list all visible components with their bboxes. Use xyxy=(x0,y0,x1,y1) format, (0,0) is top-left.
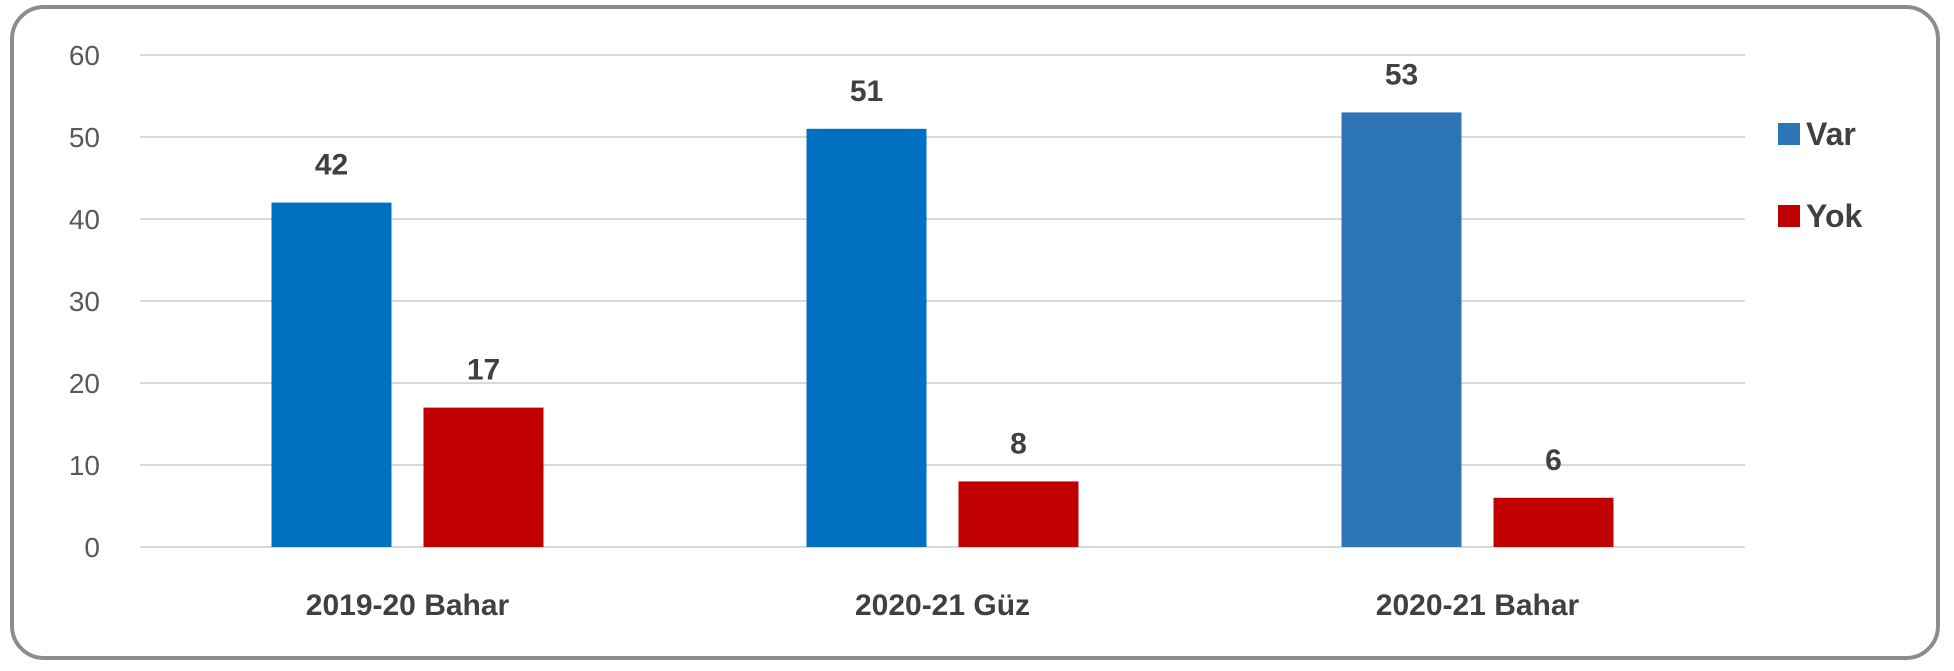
x-axis-labels: 2019-20 Bahar 2020-21 Güz 2020-21 Bahar xyxy=(306,589,1580,622)
data-labels: 42 17 51 8 53 6 xyxy=(315,58,1562,476)
y-tick-label: 60 xyxy=(69,40,100,71)
legend-label-yok: Yok xyxy=(1806,198,1863,234)
bar-yok-1 xyxy=(958,481,1079,547)
data-label: 6 xyxy=(1545,444,1562,477)
bars xyxy=(271,112,1614,548)
y-tick-label: 0 xyxy=(84,532,100,563)
y-tick-label: 50 xyxy=(69,122,100,153)
gridlines xyxy=(140,54,1745,548)
data-label: 42 xyxy=(315,149,348,182)
category-label: 2019-20 Bahar xyxy=(306,589,510,622)
data-label: 53 xyxy=(1385,58,1418,91)
bar-yok-0 xyxy=(423,407,544,547)
y-axis-ticks: 0 10 20 30 40 50 60 xyxy=(69,40,100,563)
y-tick-label: 40 xyxy=(69,204,100,235)
bar-yok-2 xyxy=(1493,497,1614,547)
legend-label-var: Var xyxy=(1806,116,1856,152)
data-label: 17 xyxy=(467,354,500,387)
legend: Var Yok xyxy=(1778,116,1863,234)
bar-var-0 xyxy=(271,202,392,547)
y-tick-label: 10 xyxy=(69,450,100,481)
data-label: 8 xyxy=(1010,427,1027,460)
legend-swatch-var xyxy=(1778,123,1800,145)
y-tick-label: 30 xyxy=(69,286,100,317)
legend-swatch-yok xyxy=(1778,205,1800,227)
bar-var-2 xyxy=(1341,112,1462,548)
y-tick-label: 20 xyxy=(69,368,100,399)
bar-var-1 xyxy=(806,128,927,548)
data-label: 51 xyxy=(850,75,883,108)
category-label: 2020-21 Güz xyxy=(855,589,1030,622)
category-label: 2020-21 Bahar xyxy=(1376,589,1580,622)
